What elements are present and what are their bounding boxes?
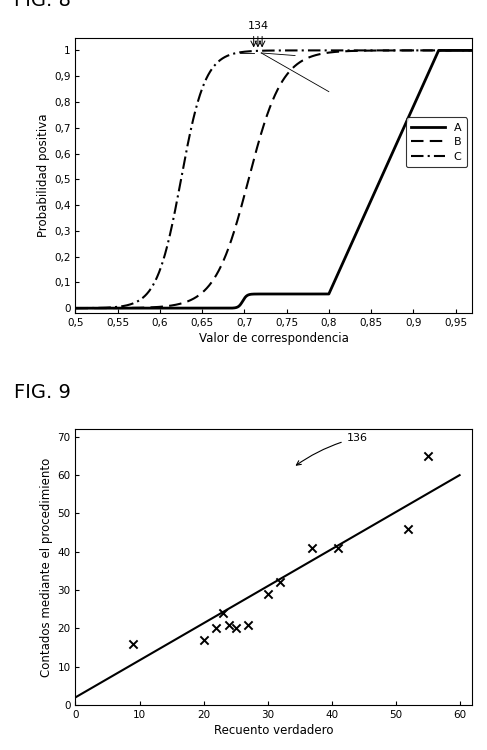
X-axis label: Recuento verdadero: Recuento verdadero — [214, 724, 334, 737]
A — [458, 46, 464, 55]
Point — [244, 619, 252, 631]
A — [469, 46, 475, 55]
B — [458, 46, 464, 55]
Line: A: A — [75, 50, 472, 308]
Line: C: C — [75, 50, 472, 308]
Point — [219, 607, 226, 619]
Point — [232, 622, 240, 634]
X-axis label: Valor de correspondencia: Valor de correspondencia — [199, 332, 349, 345]
A — [265, 290, 271, 298]
Legend: A, B, C: A, B, C — [406, 117, 467, 167]
Text: 134: 134 — [247, 21, 268, 31]
Y-axis label: Probabilidad positiva: Probabilidad positiva — [37, 114, 50, 237]
C — [458, 46, 464, 55]
B — [458, 46, 464, 55]
C — [469, 46, 475, 55]
B — [93, 304, 99, 313]
Point — [212, 622, 220, 634]
C — [265, 46, 271, 55]
Point — [277, 577, 284, 589]
A — [385, 158, 391, 167]
A — [93, 304, 99, 313]
B — [73, 304, 78, 313]
B — [255, 140, 261, 149]
C — [458, 46, 464, 55]
Point — [424, 450, 431, 462]
A — [436, 46, 442, 55]
B — [265, 106, 271, 116]
C — [255, 46, 261, 56]
Point — [405, 523, 412, 535]
Line: B: B — [75, 50, 472, 308]
Point — [334, 542, 342, 554]
Point — [200, 634, 207, 646]
Text: 136: 136 — [297, 433, 368, 465]
Point — [308, 542, 316, 554]
Point — [129, 638, 137, 650]
Text: FIG. 9: FIG. 9 — [14, 382, 71, 401]
C — [73, 304, 78, 313]
B — [469, 46, 475, 55]
Point — [263, 588, 271, 600]
Y-axis label: Contados mediante el procedimiento: Contados mediante el procedimiento — [40, 458, 54, 676]
C — [93, 304, 99, 313]
Point — [225, 619, 233, 631]
Text: FIG. 8: FIG. 8 — [14, 0, 71, 10]
A — [73, 304, 78, 313]
A — [458, 46, 464, 55]
A — [255, 290, 261, 298]
C — [385, 46, 391, 55]
B — [385, 46, 391, 55]
